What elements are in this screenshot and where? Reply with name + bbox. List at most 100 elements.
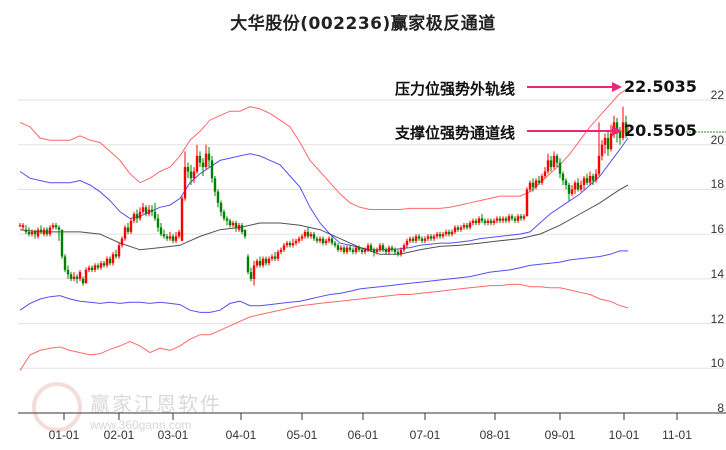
candle-body [258, 260, 262, 266]
candle-body [339, 247, 343, 250]
candle-body [129, 220, 133, 232]
x-tick-label: 09-01 [544, 428, 576, 442]
candle-body [87, 267, 91, 270]
candle-body [288, 243, 292, 246]
candle-body [102, 263, 106, 266]
x-tick-label: 02-01 [103, 428, 135, 442]
candle-body [141, 207, 145, 212]
candle-body [237, 225, 241, 230]
candle-body [180, 198, 184, 241]
candle-body [405, 240, 409, 246]
support-label: 支撑位强势通道线 [395, 124, 516, 142]
candle-body [459, 227, 463, 230]
candle-body [45, 229, 49, 235]
candle-body [447, 231, 451, 235]
candle-body [525, 189, 529, 217]
x-tick-label: 07-01 [409, 428, 441, 442]
x-tick-label: 01-01 [48, 428, 80, 442]
candle-body [570, 189, 574, 194]
candle-body [549, 160, 553, 168]
candle-body [576, 182, 580, 190]
candle-body [165, 236, 169, 239]
candle-body [66, 269, 70, 275]
candle-body [327, 238, 331, 241]
candle-body [513, 218, 517, 221]
candle-body [84, 269, 88, 284]
candle-body [369, 245, 373, 250]
candle-body [552, 155, 556, 168]
candle-body [264, 258, 268, 264]
candle-body [495, 218, 499, 221]
candle-body [48, 227, 52, 235]
candle-body [336, 245, 340, 250]
candle-body [198, 155, 202, 163]
candle-body [474, 220, 478, 223]
x-tick-label: 10-01 [608, 428, 640, 442]
candle-body [414, 236, 418, 241]
candle-body [243, 229, 247, 237]
candle-body [276, 252, 280, 259]
candle-body [435, 234, 439, 237]
candle-body [465, 225, 469, 228]
candle-body [330, 238, 334, 244]
candle-body [177, 231, 181, 237]
candle-body [96, 265, 100, 268]
candle-body [39, 229, 43, 232]
candle-body [153, 211, 157, 219]
candle-body [93, 265, 97, 270]
candle-body [588, 176, 592, 183]
candle-body [195, 155, 199, 172]
candle-body [582, 178, 586, 185]
candle-body [366, 245, 370, 250]
candle-body [234, 222, 238, 228]
candle-body [546, 160, 550, 172]
candle-body [411, 238, 415, 241]
candle-body [30, 231, 34, 235]
watermark-seal-icon [32, 382, 82, 432]
candle-body [207, 153, 211, 161]
candle-body [225, 218, 229, 221]
candle-body [519, 216, 523, 219]
candle-body [162, 234, 166, 237]
candle-body [312, 234, 316, 239]
candle-body [273, 256, 277, 259]
candle-body [135, 214, 139, 219]
candle-body [159, 227, 163, 235]
candle-body [78, 272, 82, 279]
candle-body [626, 131, 630, 134]
candle-body [378, 245, 382, 250]
candle-body [21, 225, 25, 228]
candle-body [210, 160, 214, 179]
candle-body [591, 176, 595, 181]
y-tick-label: 14 [710, 266, 724, 281]
y-tick-label: 10 [710, 356, 724, 371]
candle-body [306, 231, 310, 237]
candle-body [24, 229, 28, 232]
candle-body [450, 231, 454, 235]
candle-body [246, 256, 250, 273]
candle-body [279, 249, 283, 253]
series-inner_lower [19, 250, 628, 313]
candle-body [117, 245, 121, 257]
candle-body [522, 216, 526, 219]
y-tick-label: 12 [710, 311, 724, 326]
candle-body [417, 236, 421, 239]
candle-body [402, 245, 406, 250]
candle-body [429, 236, 433, 239]
series-inner_upper [19, 137, 629, 251]
candle-body [600, 144, 604, 156]
candle-body [408, 238, 412, 241]
candle-body [567, 184, 571, 194]
series-outer_lower [19, 283, 629, 371]
candle-body [90, 267, 94, 270]
candle-body [348, 247, 352, 250]
candle-body [18, 225, 22, 227]
candle-body [594, 173, 598, 181]
candle-body [477, 218, 481, 223]
candle-body [309, 234, 313, 237]
candle-body [192, 171, 196, 179]
support-arrow-head-icon [612, 126, 622, 136]
candle-body [453, 227, 457, 232]
candle-body [126, 227, 130, 232]
